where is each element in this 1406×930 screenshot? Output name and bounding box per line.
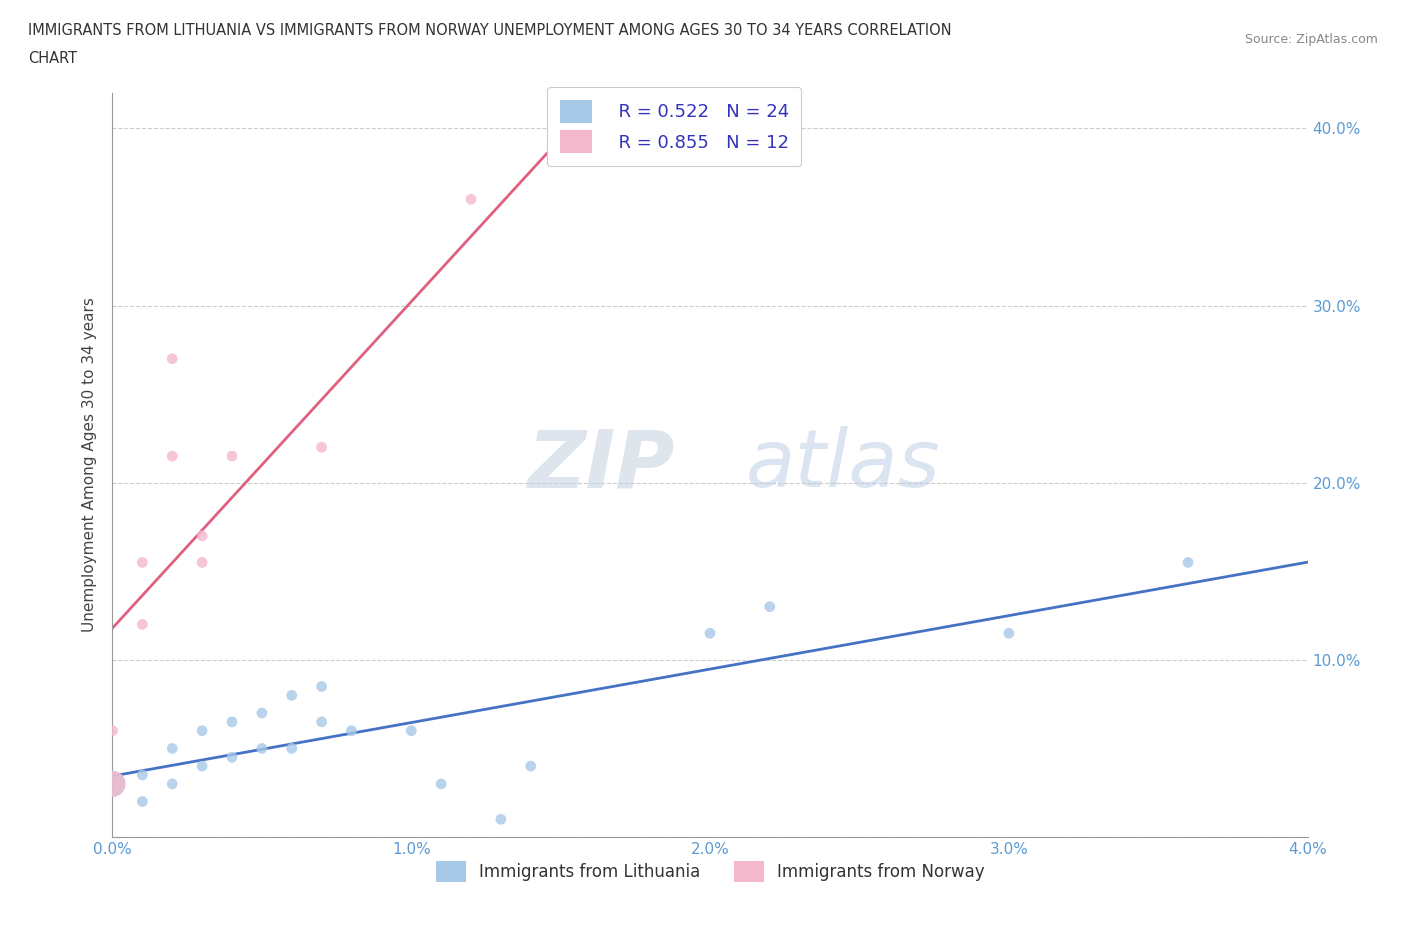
Point <box>759 599 782 614</box>
Point <box>221 750 243 764</box>
Text: IMMIGRANTS FROM LITHUANIA VS IMMIGRANTS FROM NORWAY UNEMPLOYMENT AMONG AGES 30 T: IMMIGRANTS FROM LITHUANIA VS IMMIGRANTS … <box>28 23 952 38</box>
Point <box>101 777 124 791</box>
Point <box>162 777 183 791</box>
Point <box>131 617 153 631</box>
Point <box>311 440 333 455</box>
Point <box>1177 555 1199 570</box>
Text: CHART: CHART <box>28 51 77 66</box>
Point <box>281 741 304 756</box>
Point <box>191 555 214 570</box>
Point <box>281 688 304 703</box>
Point <box>162 448 183 463</box>
Y-axis label: Unemployment Among Ages 30 to 34 years: Unemployment Among Ages 30 to 34 years <box>82 298 97 632</box>
Point <box>460 192 482 206</box>
Text: atlas: atlas <box>747 426 941 504</box>
Point <box>162 352 183 366</box>
Point <box>221 714 243 729</box>
Point <box>250 741 273 756</box>
Point <box>101 777 124 791</box>
Point <box>699 626 721 641</box>
Point <box>311 714 333 729</box>
Point <box>131 555 153 570</box>
Text: Source: ZipAtlas.com: Source: ZipAtlas.com <box>1244 33 1378 46</box>
Point <box>131 794 153 809</box>
Point <box>520 759 543 774</box>
Point <box>162 741 183 756</box>
Point <box>311 679 333 694</box>
Point <box>191 759 214 774</box>
Point <box>191 724 214 738</box>
Point <box>191 528 214 543</box>
Point <box>131 767 153 782</box>
Point <box>998 626 1021 641</box>
Text: ZIP: ZIP <box>527 426 675 504</box>
Point <box>340 724 363 738</box>
Point <box>430 777 453 791</box>
Point <box>401 724 423 738</box>
Point <box>579 148 602 163</box>
Point <box>221 448 243 463</box>
Point <box>101 724 124 738</box>
Legend: Immigrants from Lithuania, Immigrants from Norway: Immigrants from Lithuania, Immigrants fr… <box>422 847 998 896</box>
Point <box>489 812 512 827</box>
Point <box>250 706 273 721</box>
